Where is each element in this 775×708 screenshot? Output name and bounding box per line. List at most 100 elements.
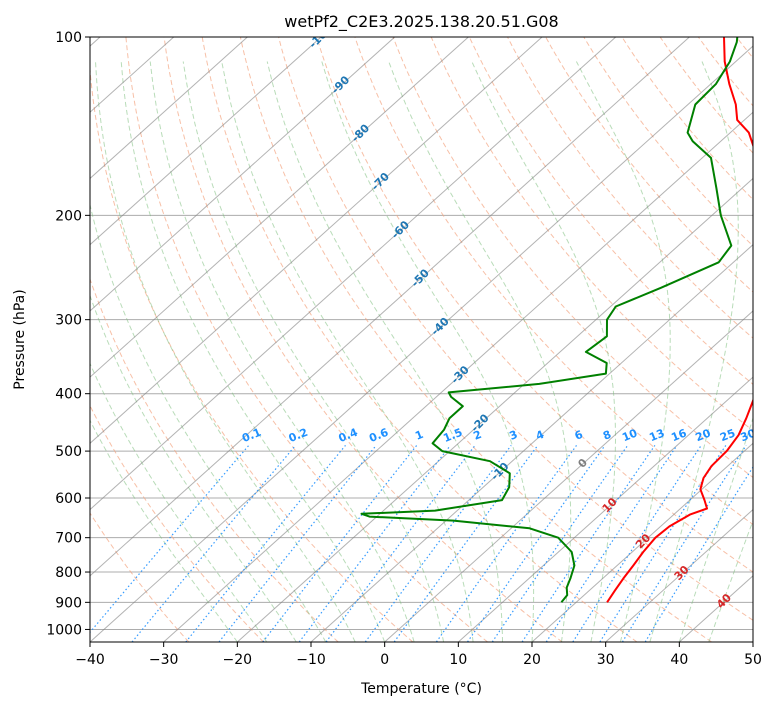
plot-frame: [89, 36, 754, 643]
dry-adiabat-line: [621, 37, 753, 201]
mixing-ratio-label: 13: [647, 426, 666, 444]
mixing-ratio-label: 6: [573, 428, 585, 443]
temperature-line: [606, 37, 753, 603]
isotherm-line: [384, 310, 753, 642]
x-axis-label: Temperature (°C): [360, 681, 482, 697]
moist-adiabat-line: [149, 61, 415, 642]
moist-adiabat-line: [90, 419, 238, 642]
dry-adiabat-line: [430, 37, 753, 432]
mixing-ratio-label: 4: [534, 428, 546, 443]
x-tick-label: −10: [296, 652, 326, 668]
moist-adiabat-line: [321, 61, 535, 642]
mixing-ratio-label: 30: [739, 426, 758, 444]
x-tick-label: 0: [380, 652, 389, 668]
mixing-ratio-line: [545, 445, 678, 642]
mixing-ratio-line: [325, 445, 476, 642]
dry-adiabat-line: [659, 37, 753, 154]
moist-adiabat-line: [575, 61, 671, 642]
isotherm-line: [531, 442, 753, 642]
x-tick-label: −30: [149, 652, 179, 668]
dry-adiabat-line: [239, 37, 712, 642]
mixing-ratio-label: 0.6: [367, 426, 390, 445]
moist-adiabat-line: [388, 61, 572, 642]
mixing-ratio-line: [572, 445, 702, 642]
mixing-ratio-label: 2: [472, 428, 484, 443]
isotherm-line: [90, 45, 753, 642]
x-tick-label: −20: [223, 652, 253, 668]
dry-adiabat-line: [90, 512, 190, 642]
isotherm-line: [90, 37, 396, 312]
dry-adiabat-line: [90, 404, 264, 642]
mixing-ratio-labels: 0.1 0.2 0.4 0.6 1 1.5 2 3 4 6 8 10 13 16 20 25 30 36-100-…: [240, 37, 775, 611]
mixing-ratio-label: 16: [669, 426, 688, 444]
moist-adiabat-line: [120, 61, 386, 642]
dry-adiabat-line: [278, 37, 753, 621]
dry-adiabat-line: [90, 277, 339, 642]
y-tick-label: 500: [55, 444, 82, 460]
isotherm-line: [90, 37, 543, 445]
isotherm-line: [90, 37, 690, 577]
mixing-ratio-line: [521, 445, 656, 642]
dry-adiabat-line: [163, 37, 563, 642]
moist-adiabat-line: [471, 61, 616, 642]
dry-adiabat-line: [354, 37, 753, 526]
mixing-ratio-label: 20: [694, 426, 713, 444]
dewpoint-line: [360, 37, 739, 603]
mixing-ratio-label: 36: [759, 426, 775, 444]
mixing-ratio-label: 1: [413, 428, 425, 443]
mixing-ratio-label: 25: [718, 426, 737, 444]
moist-adiabat-line: [182, 61, 445, 642]
dry-adiabat-line: [697, 37, 753, 107]
x-tick-label: 10: [449, 652, 467, 668]
y-tick-label: 700: [55, 531, 82, 547]
isotherm-line: [90, 37, 469, 378]
sounding-series: [360, 37, 753, 603]
y-tick-label: 900: [55, 595, 82, 611]
moist-adiabat-line: [221, 61, 474, 642]
background-lines: [90, 37, 753, 642]
y-tick-label: 800: [55, 565, 82, 581]
mixing-ratio-label: 0.1: [240, 426, 263, 445]
mixing-ratio-label: 10: [620, 426, 639, 444]
moist-adiabat-line: [95, 61, 356, 642]
y-tick-label: 200: [55, 208, 82, 224]
moist-adiabat-line: [90, 202, 327, 642]
y-tick-label: 100: [55, 30, 82, 46]
y-tick-label: 300: [55, 313, 82, 329]
y-tick-label: 600: [55, 491, 82, 507]
mixing-ratio-line: [621, 445, 747, 642]
moist-adiabat-line: [266, 61, 503, 642]
isotherm-line: [90, 37, 617, 511]
mixing-ratio-line: [393, 445, 539, 642]
x-tick-label: 50: [744, 652, 762, 668]
y-axis-label: Pressure (hPa): [12, 289, 28, 389]
moist-adiabat-line: [90, 294, 297, 642]
isotherm-line: [457, 376, 753, 642]
isotherm-line: [310, 244, 753, 642]
dry-adiabat-line: [468, 37, 753, 385]
dry-adiabat-line: [545, 37, 753, 293]
mixing-ratio-line: [218, 445, 377, 642]
chart-title: wetPf2_C2E3.2025.138.20.51.G08: [284, 12, 558, 32]
mixing-ratio-label: 8: [601, 428, 613, 443]
x-tick-label: 30: [597, 652, 615, 668]
dry-adiabat-line: [125, 37, 488, 642]
mixing-ratio-line: [364, 445, 512, 642]
x-tick-label: −40: [75, 652, 105, 668]
mixing-ratio-line: [131, 445, 297, 642]
y-tick-label: 1000: [46, 622, 82, 638]
dry-adiabat-line: [507, 37, 753, 339]
dry-adiabat-line: [583, 37, 753, 247]
isotherm-line: [163, 111, 753, 642]
mixing-ratio-label: 0.4: [337, 426, 360, 445]
dry-adiabat-line: [316, 37, 753, 573]
mixing-ratio-line: [435, 445, 577, 642]
isotherm-line: [90, 37, 248, 180]
moist-adiabat-line: [90, 362, 268, 642]
dry-adiabat-line: [392, 37, 753, 479]
mixing-ratio-line: [262, 445, 418, 642]
x-tick-label: 40: [670, 652, 688, 668]
y-tick-label: 400: [55, 387, 82, 403]
